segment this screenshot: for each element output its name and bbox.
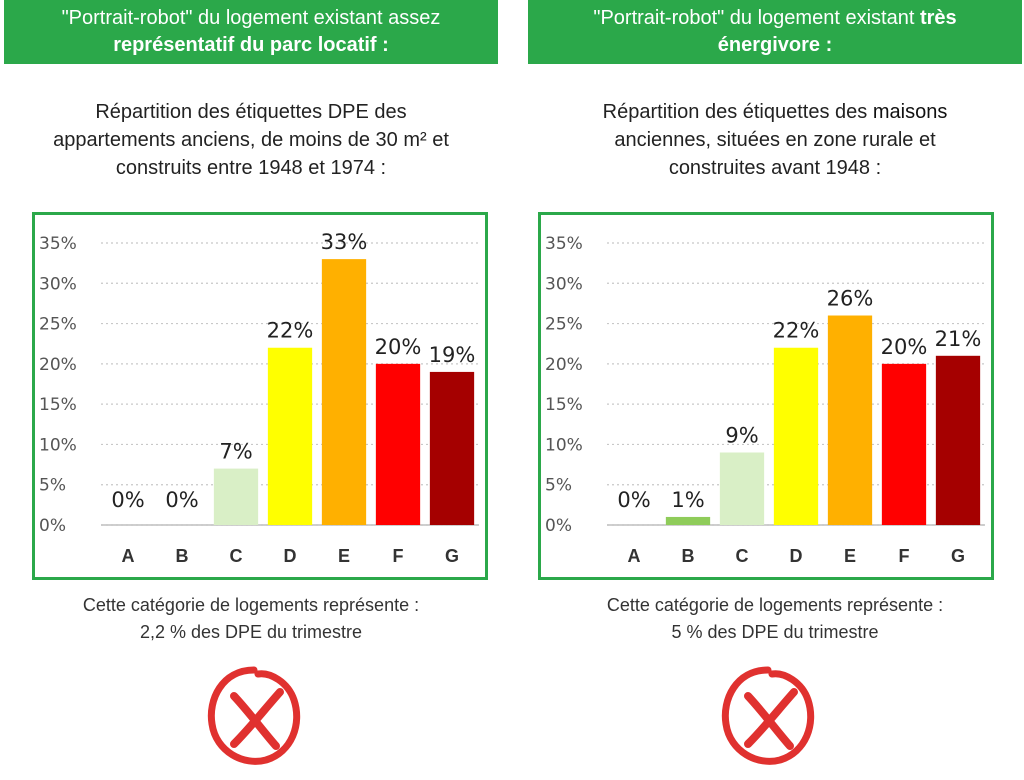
category-label: D <box>790 546 803 566</box>
bar-f <box>881 363 927 525</box>
footer-line-2: 2,2 % des DPE du trimestre <box>139 622 363 642</box>
subtitle-suffix: : <box>374 157 387 179</box>
dpe-bar-chart: 0% 5% 10% 15% 20% 25% 30% 35% 0% A 1% B 9% C 22% D 26% E 2… <box>545 234 985 566</box>
data-label: 26% <box>827 287 874 311</box>
data-label: 0% <box>111 488 144 512</box>
bar-g <box>935 355 981 525</box>
header-line-1: "Portrait-robot" du logement existant <box>593 7 920 29</box>
red-cross-circle-icon <box>718 662 818 777</box>
data-label: 0% <box>165 488 198 512</box>
header-bold-word: très <box>919 7 957 29</box>
y-tick-label: 25% <box>39 315 77 335</box>
chart-footer: Cette catégorie de logements représente … <box>528 592 1022 646</box>
data-label: 0% <box>617 488 650 512</box>
data-label: 20% <box>881 335 928 359</box>
y-tick-label: 20% <box>545 355 583 375</box>
header-line-1: "Portrait-robot" du logement existant as… <box>61 7 441 29</box>
y-tick-label: 10% <box>39 435 77 455</box>
y-tick-label: 5% <box>39 476 66 496</box>
footer-line-1: Cette catégorie de logements représente … <box>82 595 420 615</box>
chart-frame: 0% 5% 10% 15% 20% 25% 30% 35% 0% A 0% B 7% C 22% D 33% E 2… <box>32 212 488 580</box>
bar-e <box>827 315 873 525</box>
bar-e <box>321 259 367 525</box>
subtitle-emphasis: maisons <box>872 101 948 123</box>
bar-g <box>429 371 475 525</box>
data-label: 1% <box>671 488 704 512</box>
category-label: B <box>682 546 695 566</box>
bar-d <box>773 347 819 525</box>
y-tick-label: 35% <box>545 234 583 254</box>
subtitle-line-1: Répartition des étiquettes DPE des <box>95 101 407 123</box>
right-panel: "Portrait-robot" du logement existant tr… <box>528 0 1022 780</box>
subtitle-line-3: construits entre 1948 et 1974 <box>115 157 375 179</box>
footer-line-1: Cette catégorie de logements représente … <box>606 595 944 615</box>
data-label: 20% <box>375 335 422 359</box>
footer-line-2: 5 % des DPE du trimestre <box>671 622 879 642</box>
category-label: B <box>176 546 189 566</box>
bar-c <box>213 468 259 525</box>
data-label: 19% <box>429 343 476 367</box>
bar-f <box>375 363 421 525</box>
y-tick-label: 0% <box>545 516 572 536</box>
y-tick-label: 0% <box>39 516 66 536</box>
data-label: 22% <box>773 319 820 343</box>
subtitle-suffix: : <box>870 157 882 179</box>
chart-footer: Cette catégorie de logements représente … <box>4 592 498 646</box>
category-label: E <box>338 546 350 566</box>
category-label: E <box>844 546 856 566</box>
data-label: 21% <box>935 327 982 351</box>
chart-frame: 0% 5% 10% 15% 20% 25% 30% 35% 0% A 1% B 9% C 22% D 26% E 2… <box>538 212 994 580</box>
category-label: C <box>736 546 749 566</box>
y-tick-label: 5% <box>545 476 572 496</box>
panel-header: "Portrait-robot" du logement existant as… <box>4 0 498 64</box>
y-tick-label: 35% <box>39 234 77 254</box>
category-label: F <box>393 546 404 566</box>
category-label: F <box>899 546 910 566</box>
panel-header: "Portrait-robot" du logement existant tr… <box>528 0 1022 64</box>
data-label: 7% <box>219 440 252 464</box>
y-tick-label: 30% <box>545 274 583 294</box>
y-tick-label: 15% <box>545 395 583 415</box>
category-label: G <box>951 546 965 566</box>
y-tick-label: 30% <box>39 274 77 294</box>
y-tick-label: 15% <box>39 395 77 415</box>
chart-subtitle: Répartition des étiquettes DPE des appar… <box>4 98 498 182</box>
chart-subtitle: Répartition des étiquettes des maisons a… <box>528 98 1022 182</box>
subtitle-line-2: appartements anciens, de moins de 30 m² … <box>53 129 449 151</box>
subtitle-line-1: Répartition des étiquettes des <box>602 101 873 123</box>
header-line-2: représentatif du parc locatif : <box>113 34 389 56</box>
subtitle-line-3: construites avant 1948 <box>668 157 871 179</box>
bar-d <box>267 347 313 525</box>
bar-c <box>719 452 765 525</box>
y-tick-label: 20% <box>39 355 77 375</box>
data-label: 22% <box>267 319 314 343</box>
category-label: A <box>122 546 135 566</box>
data-label: 9% <box>725 423 758 447</box>
header-line-2: énergivore : <box>717 34 833 56</box>
left-panel: "Portrait-robot" du logement existant as… <box>4 0 498 780</box>
red-cross-circle-icon <box>204 662 304 777</box>
bar-b <box>665 516 711 525</box>
category-label: C <box>230 546 243 566</box>
y-tick-label: 25% <box>545 315 583 335</box>
category-label: G <box>445 546 459 566</box>
category-label: D <box>284 546 297 566</box>
subtitle-line-2: anciennes, situées en zone rurale et <box>614 129 936 151</box>
y-tick-label: 10% <box>545 435 583 455</box>
data-label: 33% <box>321 230 368 254</box>
dpe-bar-chart: 0% 5% 10% 15% 20% 25% 30% 35% 0% A 0% B 7% C 22% D 33% E 2… <box>39 230 479 566</box>
category-label: A <box>628 546 641 566</box>
